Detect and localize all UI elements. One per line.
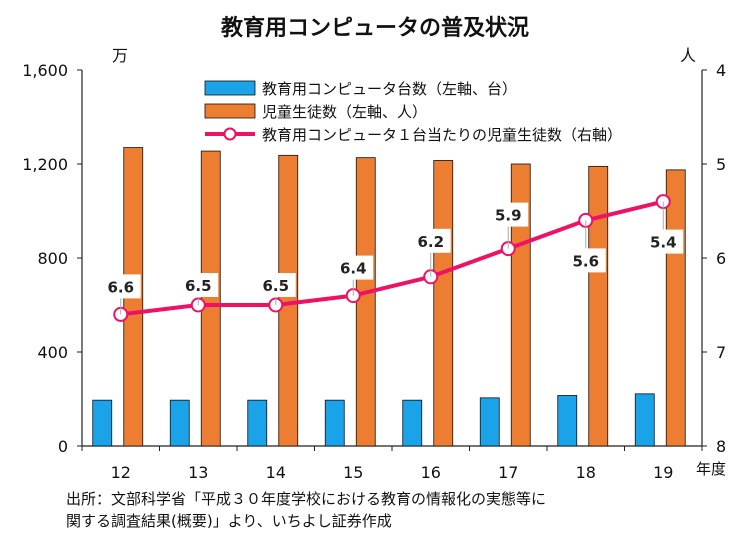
bar-computers xyxy=(634,393,655,447)
data-label: 6.5 xyxy=(185,277,212,295)
data-label-box xyxy=(333,255,374,280)
right-tick-label: 6 xyxy=(716,249,726,268)
bar-students xyxy=(665,169,686,447)
legend-item-computers: 教育用コンピュータ台数（左軸、台） xyxy=(204,80,517,98)
legend-item-students: 児童生徒数（左軸、人） xyxy=(204,103,427,121)
legend-swatch xyxy=(204,80,256,96)
data-label-box xyxy=(488,202,529,227)
chart-title: 教育用コンピュータの普及状況 xyxy=(220,16,529,41)
series-line xyxy=(120,199,664,317)
right-tick-label: 4 xyxy=(716,61,726,80)
x-tick-label: 12 xyxy=(111,463,131,482)
data-label-box xyxy=(643,229,684,254)
right-tick-label: 7 xyxy=(716,343,726,362)
left-axis-unit: 万 xyxy=(112,46,129,65)
legend-label: 児童生徒数（左軸、人） xyxy=(262,103,427,121)
data-label-box xyxy=(565,248,606,273)
data-label: 5.6 xyxy=(572,252,599,270)
x-tick-label: 15 xyxy=(343,463,363,482)
bar-computers xyxy=(479,397,500,447)
left-tick-label: 1,200 xyxy=(22,155,68,174)
legend-label: 教育用コンピュータ１台当たりの児童生徒数（右軸） xyxy=(262,126,622,144)
bar-computers xyxy=(247,399,268,447)
legend-label: 教育用コンピュータ台数（左軸、台） xyxy=(262,80,517,98)
bar-computers xyxy=(92,399,113,447)
bar-computers xyxy=(169,399,190,447)
x-axis-unit: 年度 xyxy=(696,460,726,478)
bar-students xyxy=(433,160,454,447)
x-tick-label: 18 xyxy=(576,463,596,482)
legend-item-ratio: 教育用コンピュータ１台当たりの児童生徒数（右軸） xyxy=(205,126,622,144)
data-label: 5.4 xyxy=(650,234,677,252)
bar-students xyxy=(588,165,609,447)
left-tick-label: 0 xyxy=(58,437,68,456)
bar-students xyxy=(510,163,531,447)
data-label-box xyxy=(255,273,296,297)
source-line-2: 関する調査結果(概要)」より、いちよし証券作成 xyxy=(66,512,392,530)
bar-computers xyxy=(402,399,423,447)
x-tick-label: 13 xyxy=(188,463,208,482)
right-tick-label: 5 xyxy=(716,155,726,174)
right-tick-label: 8 xyxy=(716,437,726,456)
data-label-box xyxy=(178,273,219,297)
x-tick-label: 17 xyxy=(498,463,518,482)
data-label: 6.4 xyxy=(340,260,367,278)
data-label: 6.2 xyxy=(417,233,444,251)
bar-computers xyxy=(324,399,345,447)
x-tick-label: 16 xyxy=(421,463,441,482)
data-label: 6.5 xyxy=(262,277,289,295)
bar-computers xyxy=(557,395,578,447)
legend-swatch xyxy=(204,103,256,119)
data-label-box xyxy=(410,228,451,253)
left-tick-label: 800 xyxy=(37,249,68,268)
bar-students xyxy=(355,157,376,447)
source-note: 出所：文部科学省「平成３０年度学校における教育の情報化の実態等に 関する調査結果… xyxy=(66,488,546,532)
bar-students xyxy=(200,150,221,447)
data-label: 6.6 xyxy=(107,278,134,296)
left-tick-label: 400 xyxy=(37,343,68,362)
x-tick-label: 19 xyxy=(653,463,673,482)
legend-marker xyxy=(223,127,237,141)
data-label-box xyxy=(100,274,141,299)
x-tick-label: 14 xyxy=(266,463,286,482)
right-axis-unit: 人 xyxy=(680,46,697,65)
left-tick-label: 1,600 xyxy=(22,61,68,80)
source-line-1: 出所：文部科学省「平成３０年度学校における教育の情報化の実態等に xyxy=(66,490,547,508)
legend: 教育用コンピュータ台数（左軸、台） 児童生徒数（左軸、人） 教育用コンピュータ１台当… xyxy=(204,80,622,144)
data-label: 5.9 xyxy=(495,207,522,225)
